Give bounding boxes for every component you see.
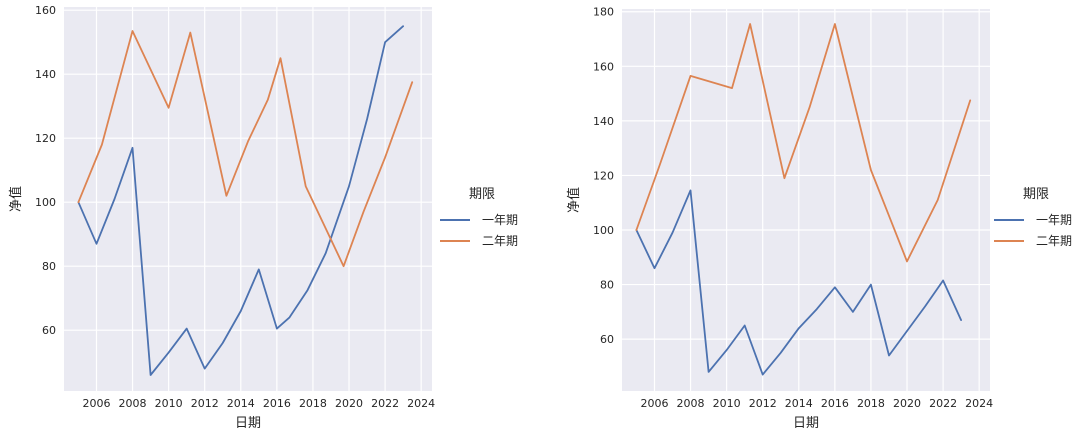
x-tick-label: 2014	[227, 397, 255, 410]
x-tick-label: 2016	[263, 397, 291, 410]
x-axis-label: 日期	[235, 416, 261, 431]
y-tick-label: 120	[35, 132, 56, 145]
legend-title: 期限	[469, 187, 495, 202]
legend-label: 一年期	[482, 213, 518, 227]
x-tick-label: 2020	[893, 397, 921, 410]
plot-area	[622, 9, 990, 391]
legend-label: 二年期	[482, 234, 518, 248]
y-tick-label: 60	[600, 333, 614, 346]
x-tick-label: 2020	[335, 397, 363, 410]
y-axis-label: 净值	[8, 186, 24, 212]
series-line-1	[635, 189, 962, 376]
chart-2: 2006 2008 2010 2012 2014 2016 2018 2020 2022 2024…	[566, 6, 1072, 431]
y-tick-label: 160	[593, 60, 614, 73]
x-tick-label: 2022	[371, 397, 399, 410]
legend-title: 期限	[1023, 187, 1049, 202]
y-tick-label: 100	[593, 224, 614, 237]
series-line-1	[77, 25, 405, 376]
y-tick-label: 120	[593, 169, 614, 182]
series-line-2	[635, 23, 972, 263]
legend-label: 二年期	[1036, 234, 1072, 248]
y-tick-label: 140	[35, 68, 56, 81]
y-axis-label: 净值	[566, 187, 582, 213]
x-tick-label: 2014	[785, 397, 813, 410]
x-tick-label: 2006	[82, 397, 110, 410]
y-tick-label: 140	[593, 115, 614, 128]
x-tick-label: 2024	[407, 397, 435, 410]
x-tick-label: 2006	[640, 397, 668, 410]
x-tick-label: 2016	[821, 397, 849, 410]
y-tick-label: 60	[42, 324, 56, 337]
x-tick-label: 2008	[677, 397, 705, 410]
x-tick-label: 2012	[749, 397, 777, 410]
legend-label: 一年期	[1036, 213, 1072, 227]
x-axis-label: 日期	[793, 416, 819, 431]
y-tick-label: 160	[35, 4, 56, 17]
x-tick-label: 2018	[299, 397, 327, 410]
x-tick-label: 2018	[857, 397, 885, 410]
x-tick-label: 2008	[119, 397, 147, 410]
x-tick-label: 2010	[713, 397, 741, 410]
x-tick-label: 2010	[155, 397, 183, 410]
y-tick-label: 180	[593, 6, 614, 19]
series-line-2	[77, 30, 414, 268]
plot-area	[64, 7, 432, 391]
x-tick-label: 2022	[929, 397, 957, 410]
y-tick-label: 80	[42, 260, 56, 273]
y-tick-label: 100	[35, 196, 56, 209]
x-tick-label: 2024	[965, 397, 993, 410]
x-tick-label: 2012	[191, 397, 219, 410]
chart-1: 2006 2008 2010 2012 2014 2016 2018 2020 2022 2024…	[8, 4, 518, 431]
y-tick-label: 80	[600, 279, 614, 292]
